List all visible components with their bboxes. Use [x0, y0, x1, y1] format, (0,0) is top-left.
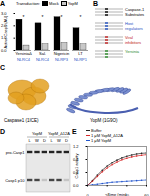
svg-text:LT: LT	[78, 51, 83, 57]
html-text:1 μM YopM_∆12A: 1 μM YopM_∆12A	[91, 133, 123, 138]
svg-text:NLRP3: NLRP3	[55, 57, 69, 62]
svg-text:Caspase-1: Caspase-1	[125, 7, 145, 12]
svg-text:0.0: 0.0	[0, 47, 7, 53]
html-text:YopM: YopM	[67, 1, 78, 6]
svg-text:Time (min): Time (min)	[108, 192, 128, 196]
svg-text:inhibitors: inhibitors	[125, 40, 141, 45]
svg-text:D: D	[65, 138, 68, 143]
svg-text:NLRP1: NLRP1	[74, 57, 88, 62]
svg-text:NLRC4: NLRC4	[17, 57, 31, 62]
svg-text:Casp1 activity: Casp1 activity	[74, 154, 79, 179]
svg-text:0.0: 0.0	[73, 183, 79, 188]
svg-text:*: *	[61, 14, 63, 20]
svg-text:Viral: Viral	[125, 35, 133, 40]
html-text:E: E	[72, 128, 77, 135]
html-text:D: D	[0, 128, 6, 135]
svg-text:pro-Casp1: pro-Casp1	[6, 150, 25, 155]
svg-text:1.2: 1.2	[73, 144, 79, 149]
svg-text:YopM (1G9O): YopM (1G9O)	[90, 118, 118, 123]
svg-text:D: D	[43, 138, 46, 143]
svg-text:Host: Host	[125, 21, 134, 26]
svg-text:*: *	[80, 14, 82, 20]
svg-text:L: L	[29, 138, 32, 143]
svg-text:3.0: 3.0	[1, 11, 7, 16]
svg-text:Casp1 p10: Casp1 p10	[5, 178, 25, 183]
svg-text:Caspase1 (1ICE): Caspase1 (1ICE)	[4, 118, 39, 123]
svg-text:W: W	[57, 138, 61, 143]
html-text:Transduction:: Transduction:	[16, 1, 41, 6]
svg-text:W: W	[35, 138, 39, 143]
svg-text:*: *	[23, 14, 25, 20]
html-text:B: B	[93, 0, 99, 7]
svg-text:Sal.: Sal.	[39, 51, 46, 57]
svg-text:regulators: regulators	[125, 26, 143, 31]
svg-text:YopM: YopM	[32, 131, 42, 136]
svg-text:L: L	[51, 138, 54, 143]
html-text:Buffer: Buffer	[91, 128, 102, 133]
svg-text:Nigericin: Nigericin	[53, 51, 70, 57]
html-text:C: C	[0, 64, 6, 71]
html-text:Mock: Mock	[49, 1, 59, 6]
svg-text:Substrates: Substrates	[125, 12, 144, 17]
svg-text:Active Casp1 (AU): Active Casp1 (AU)	[3, 15, 8, 49]
svg-text:YopM_∆12A: YopM_∆12A	[48, 131, 70, 136]
html-text:1 μM YopM: 1 μM YopM	[91, 138, 112, 143]
svg-text:NLRC4: NLRC4	[36, 57, 50, 62]
svg-text:0: 0	[86, 193, 89, 196]
svg-text:60: 60	[144, 193, 149, 196]
html-text:A: A	[0, 0, 6, 7]
svg-text:*: *	[42, 14, 44, 20]
svg-text:Yersinia∆: Yersinia∆	[15, 51, 32, 57]
svg-text:Yersinia: Yersinia	[125, 49, 140, 54]
